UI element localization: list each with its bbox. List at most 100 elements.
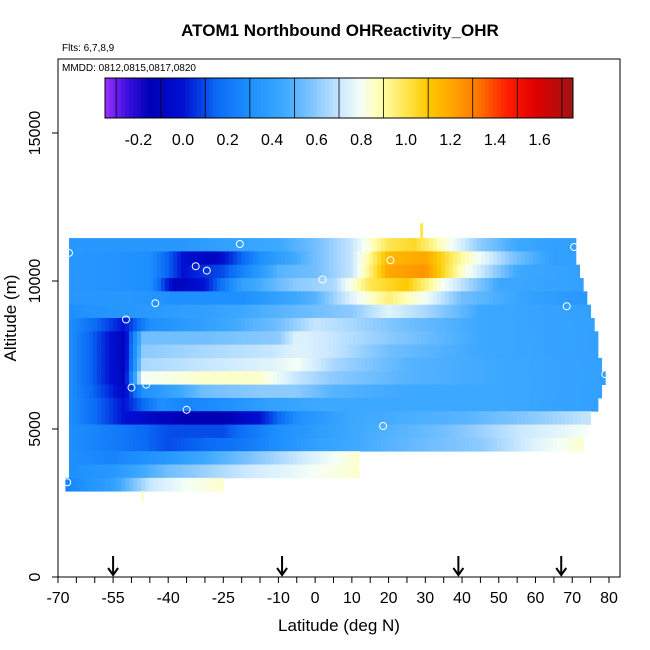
field-cell [189,357,194,372]
field-cell [221,371,226,385]
field-cell [321,397,326,412]
field-cell [81,357,86,372]
field-cell [449,357,454,372]
field-cell [221,344,226,359]
field-cell [441,357,446,372]
x-tick-label: -40 [157,590,180,607]
field-cell [125,291,130,306]
field-cell [225,397,230,412]
field-cell [225,251,230,266]
field-cell [517,251,522,266]
field-cell [265,304,270,319]
field-cell [537,397,542,412]
field-cell [517,424,522,439]
field-cell [69,477,74,492]
field-cell [117,344,122,359]
field-cell [545,264,550,279]
field-cell [237,384,242,399]
field-cell [565,238,570,252]
colorbar-cell [397,78,402,118]
field-cell [293,318,298,332]
field-cell [313,318,318,332]
field-cell [397,371,402,385]
field-cell [173,464,178,479]
field-cell [569,384,574,399]
field-cell [373,304,378,319]
field-cell [521,411,526,425]
field-cell [477,424,482,439]
field-cell [441,437,446,452]
field-cell [89,384,94,399]
colorbar-cell [561,78,566,118]
field-cell [193,344,198,359]
field-cell [137,477,142,492]
field-cell [553,278,558,292]
field-cell [341,331,346,346]
field-cell [121,357,126,372]
field-cell [405,264,410,279]
field-cell [509,318,514,332]
field-cell [305,424,310,439]
field-cell [381,344,386,359]
field-cell [181,411,186,425]
field-cell [473,384,478,399]
field-cell [269,278,274,292]
field-cell [213,251,218,266]
field-cell [133,477,138,492]
field-cell [225,344,230,359]
field-cell [533,384,538,399]
colorbar-cell [281,78,286,118]
field-cell [485,424,490,439]
field-cell [521,238,526,252]
field-cell [357,318,362,332]
field-cell [293,411,298,425]
field-cell [261,451,266,465]
field-cell [141,424,146,439]
field-cell [165,251,170,266]
sparse-obs-column [420,223,424,239]
field-cell [353,251,358,266]
field-cell [137,384,142,399]
field-cell [317,344,322,359]
field-cell [161,304,166,319]
field-cell [565,371,570,385]
field-cell [473,331,478,346]
field-cell [349,384,354,399]
field-cell [277,357,282,372]
field-cell [165,278,170,292]
field-cell [145,384,150,399]
field-cell [81,371,86,385]
field-cell [441,304,446,319]
field-cell [213,411,218,425]
field-cell [121,424,126,439]
field-cell [469,437,474,452]
field-row [69,264,580,279]
field-cell [301,278,306,292]
field-cell [341,384,346,399]
field-cell [93,344,98,359]
field-cell [177,464,182,479]
field-cell [225,291,230,306]
field-cell [409,344,414,359]
field-cell [329,437,334,452]
field-cell [577,384,582,399]
field-cell [77,384,82,399]
field-cell [517,397,522,412]
field-cell [561,291,566,306]
field-cell [121,384,126,399]
field-cell [537,384,542,399]
field-cell [281,397,286,412]
colorbar-cell [565,78,570,118]
field-cell [137,357,142,372]
field-cell [305,384,310,399]
field-cell [173,304,178,319]
field-cell [537,304,542,319]
field-cell [205,437,210,452]
field-cell [569,264,574,279]
field-cell [197,397,202,412]
field-cell [269,331,274,346]
field-cell [161,397,166,412]
field-cell [213,424,218,439]
field-cell [133,304,138,319]
colorbar [104,77,574,119]
